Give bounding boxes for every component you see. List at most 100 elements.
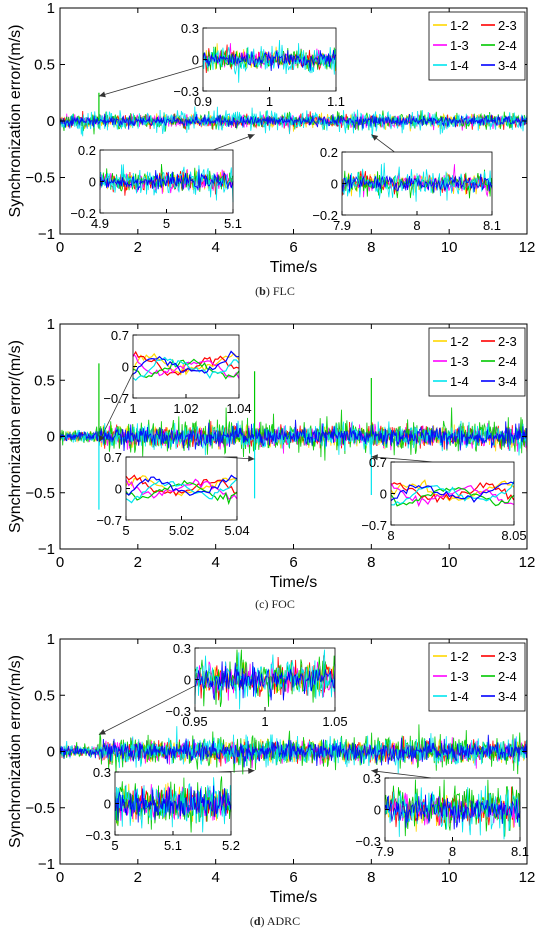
inset-y-tick-label: 0 [104, 797, 111, 812]
callout-arrow-line [98, 685, 196, 735]
chart-panel-3: 0 2 4 6 8 10 12−1−0.500.51Time/sSynchronizatio… [7, 631, 535, 928]
inset-1: 0.95 1 1.05 −0.3 0 0.3 [98, 641, 348, 735]
x-tick-label: 2 [134, 239, 142, 256]
inset-y-tick-label: −0.7 [103, 391, 129, 406]
legend-label-2-4: 2-4 [498, 38, 517, 53]
inset-x-tick-label: 1.1 [327, 94, 345, 109]
y-tick-label: 1 [47, 316, 55, 333]
inset-y-tick-label: 0 [184, 673, 191, 688]
inset-x-tick-label: 0.95 [182, 714, 207, 729]
inset-x-tick-label: 5.2 [222, 838, 240, 853]
inset-x-tick-label: 5 [122, 523, 129, 538]
legend-label-2-4: 2-4 [498, 669, 517, 684]
x-tick-label: 4 [211, 869, 219, 886]
legend-label-1-4: 1-4 [450, 58, 469, 73]
panel-caption: (b) FLC [255, 284, 295, 298]
legend-box [428, 642, 526, 712]
inset-y-tick-label: −0.3 [85, 828, 111, 843]
inset-x-tick-label: 8 [449, 844, 456, 859]
legend-label-3-4: 3-4 [498, 689, 517, 704]
x-tick-label: 12 [519, 869, 536, 886]
series-line-3-4 [59, 419, 528, 452]
inset-x-tick-label: 8.05 [501, 528, 526, 543]
x-tick-label: 2 [134, 554, 142, 571]
series-line-3-4 [59, 734, 528, 768]
y-tick-label: −0.5 [25, 170, 55, 187]
inset-series-2-3 [132, 350, 240, 377]
x-tick-label: 8 [367, 869, 375, 886]
inset-series-3-4 [390, 481, 515, 503]
x-tick-label: 10 [441, 554, 458, 571]
inset-y-tick-label: −0.3 [173, 84, 199, 99]
inset-series-3-4 [384, 793, 521, 830]
inset-x-tick-label: 5.04 [224, 523, 249, 538]
legend-box [428, 11, 526, 81]
legend-label-1-4: 1-4 [450, 374, 469, 389]
callout-arrow-line [371, 456, 435, 463]
inset-y-tick-label: 0.3 [173, 641, 191, 656]
inset-series-3-4 [194, 661, 336, 701]
inset-background [126, 457, 237, 520]
inset-x-tick-label: 1 [129, 401, 136, 416]
inset-y-tick-label: 0.7 [369, 455, 387, 470]
legend: 1-2 2-3 1-3 2-4 1-4 3-4 [428, 327, 526, 397]
inset-x-tick-label: 0.9 [194, 94, 212, 109]
inset-series-3-4 [125, 474, 238, 496]
x-tick-label: 0 [56, 869, 64, 886]
inset-series-1-2 [132, 352, 240, 376]
chart-panel-2: 0 2 4 6 8 10 12−1−0.500.51Time/sSynchronizatio… [7, 316, 535, 611]
legend-label-1-2: 1-2 [450, 649, 469, 664]
legend-label-2-4: 2-4 [498, 354, 517, 369]
legend: 1-2 2-3 1-3 2-4 1-4 3-4 [428, 642, 526, 712]
inset-y-tick-label: 0 [89, 175, 96, 190]
x-tick-label: 6 [289, 869, 297, 886]
inset-y-tick-label: 0 [331, 177, 338, 192]
x-tick-label: 4 [211, 554, 219, 571]
inset-series-3-4 [99, 169, 234, 191]
inset-series-3-4 [202, 50, 337, 72]
callout-arrow-head [98, 91, 106, 98]
legend-label-3-4: 3-4 [498, 58, 517, 73]
y-tick-label: 0 [47, 744, 55, 761]
inset-x-tick-label: 8 [413, 218, 420, 233]
y-axis-label: Synchronization error/(m/s) [7, 655, 24, 848]
inset-y-tick-label: −0.3 [165, 704, 191, 719]
callout-arrow-head [371, 134, 379, 141]
inset-y-tick-label: 0.2 [78, 143, 96, 158]
inset-y-tick-label: 0 [115, 482, 122, 497]
inset-y-tick-label: 0.3 [181, 21, 199, 36]
callout-arrow-head [248, 767, 255, 774]
inset-y-tick-label: 0.2 [320, 145, 338, 160]
x-tick-label: 2 [134, 869, 142, 886]
inset-x-tick-label: 5 [111, 838, 118, 853]
callout-arrow-line [98, 372, 134, 443]
inset-x-tick-label: 5 [163, 216, 170, 231]
inset-y-tick-label: 0 [192, 53, 199, 68]
callout-arrow-line [98, 65, 204, 97]
inset-x-tick-label: 1.04 [226, 401, 251, 416]
callout-arrow-head [371, 454, 378, 461]
y-tick-label: −0.5 [25, 485, 55, 502]
y-tick-label: −0.5 [25, 800, 55, 817]
inset-series-1-4 [125, 478, 238, 504]
y-tick-label: 0.5 [34, 57, 55, 74]
inset-3: 7.9 8 8.1 −0.3 0 0.3 [355, 768, 529, 859]
inset-series-2-4 [125, 479, 238, 506]
inset-y-tick-label: 0 [122, 360, 129, 375]
y-axis-label: Synchronization error/(m/s) [7, 340, 24, 533]
legend-label-2-3: 2-3 [498, 334, 517, 349]
x-tick-label: 10 [441, 869, 458, 886]
inset-x-tick-label: 8.1 [483, 218, 501, 233]
inset-x-tick-label: 7.9 [333, 218, 351, 233]
inset-x-tick-label: 8 [387, 528, 394, 543]
legend-label-1-2: 1-2 [450, 18, 469, 33]
inset-series-1-2 [125, 475, 238, 497]
inset-y-tick-label: 0 [380, 487, 387, 502]
inset-series-1-4 [132, 356, 240, 382]
inset-series-1-3 [125, 478, 238, 500]
x-tick-label: 4 [211, 239, 219, 256]
x-tick-label: 6 [289, 239, 297, 256]
inset-y-tick-label: 0.3 [93, 765, 111, 780]
x-tick-label: 10 [441, 239, 458, 256]
legend-label-1-3: 1-3 [450, 354, 469, 369]
